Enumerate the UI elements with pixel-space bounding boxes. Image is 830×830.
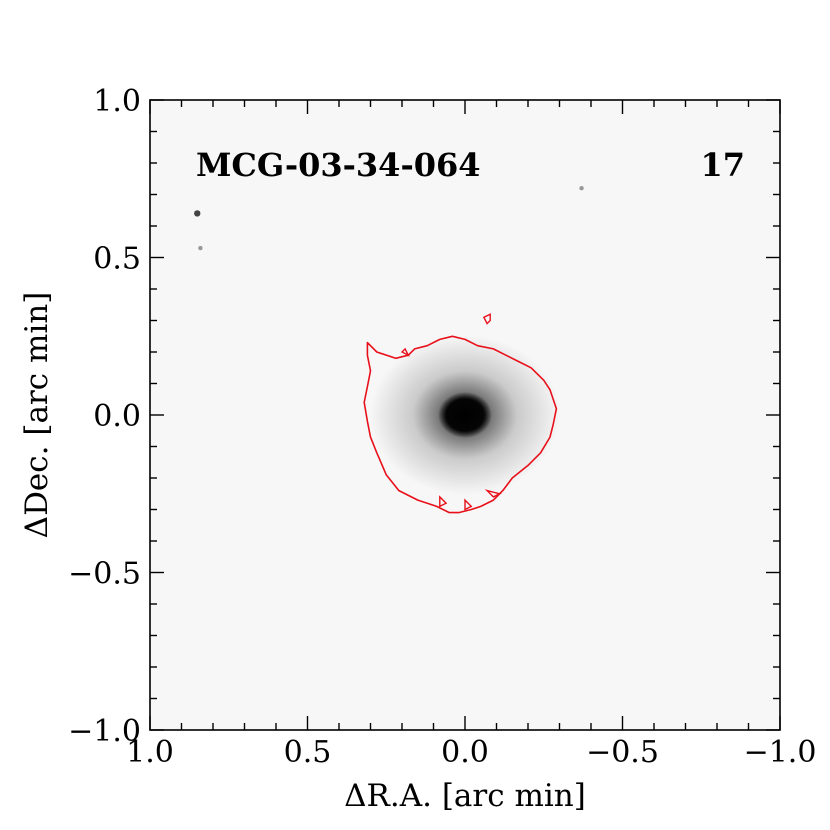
contour-island <box>482 313 491 325</box>
object-name-label: MCG-03-34-064 <box>196 146 481 184</box>
galaxy-core <box>438 392 492 438</box>
contour-layer <box>363 313 558 514</box>
y-tick-label: −0.5 <box>68 557 141 592</box>
x-axis-title: ΔR.A. [arc min] <box>344 778 586 814</box>
plot-area <box>149 99 781 731</box>
tick-marks <box>149 99 781 731</box>
star-point <box>194 210 201 217</box>
y-tick-label: 1.0 <box>93 84 141 119</box>
x-tick-label: 0.5 <box>284 735 332 770</box>
panel-number-label: 17 <box>700 146 745 184</box>
contour-island <box>400 347 410 357</box>
x-tick-label: −1.0 <box>744 735 817 770</box>
image-layer <box>194 186 584 495</box>
contour-island <box>464 498 473 511</box>
y-tick-label: 0.0 <box>93 399 141 434</box>
star-point <box>198 245 203 251</box>
y-tick-label: −1.0 <box>68 714 141 749</box>
x-tick-label: 1.0 <box>126 735 174 770</box>
y-tick-label: 0.5 <box>93 242 141 277</box>
x-tick-label: −0.5 <box>586 735 659 770</box>
x-tick-label: 0.0 <box>441 735 489 770</box>
isophote-contour <box>363 335 558 514</box>
contour-island <box>484 489 502 498</box>
y-axis-title: ΔDec. [arc min] <box>19 292 55 539</box>
y-tick-labels: 1.0 0.5 0.0 −0.5 −1.0 <box>68 84 141 749</box>
x-tick-labels: 1.0 0.5 0.0 −0.5 −1.0 <box>126 735 816 770</box>
star-point <box>579 186 584 191</box>
contour-island <box>439 495 448 508</box>
